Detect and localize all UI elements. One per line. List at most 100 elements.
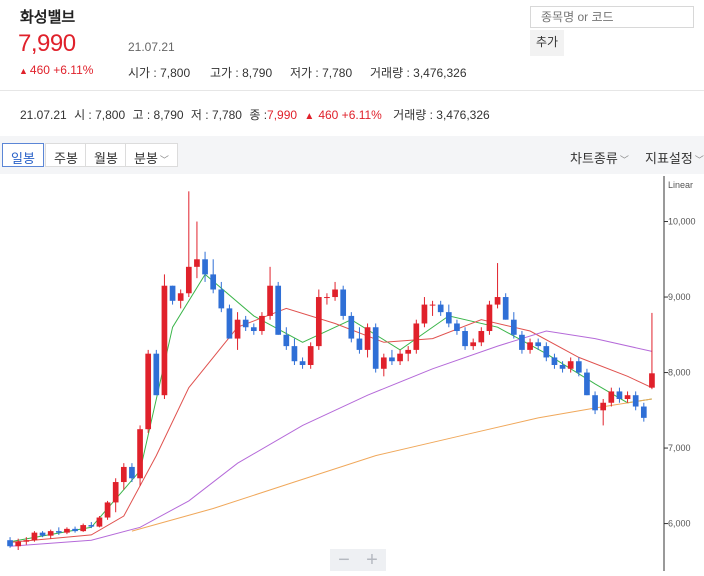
candlestick-chart-svg[interactable]: Linear 10,000 9,000 8,000 7,000 6,000 xyxy=(0,176,704,571)
current-price: 7,990 xyxy=(18,30,76,57)
candle-body xyxy=(307,346,314,365)
moving-average-line xyxy=(10,307,653,543)
candle-body xyxy=(429,304,436,306)
candle-body xyxy=(283,334,290,347)
y-axis-scale-label: Linear xyxy=(668,180,693,190)
candle-body xyxy=(445,312,452,324)
candle-body xyxy=(364,327,371,350)
candle-body xyxy=(104,502,111,518)
candle-body xyxy=(194,259,200,267)
candle-body xyxy=(96,517,103,527)
chevron-down-icon: ﹀ xyxy=(694,155,704,165)
candle-body xyxy=(234,319,241,339)
price-chart[interactable]: Linear 10,000 9,000 8,000 7,000 6,000 xyxy=(0,176,704,571)
search-input[interactable] xyxy=(530,6,694,28)
tab-monthly[interactable]: 월봉 xyxy=(85,143,127,167)
stat-high: 고가 : 8,790 xyxy=(210,66,273,80)
candle-body xyxy=(494,297,501,305)
candle-body xyxy=(72,528,78,532)
candle-body xyxy=(129,466,135,479)
candle-body xyxy=(640,406,647,418)
candle-body xyxy=(161,285,168,396)
candle-body xyxy=(462,331,468,347)
candle-body xyxy=(39,532,46,536)
candle-body xyxy=(502,297,509,320)
candle-body xyxy=(226,308,233,339)
tab-minute[interactable]: 분봉 ﹀ xyxy=(125,143,178,167)
candle-body xyxy=(137,429,143,479)
candle-body xyxy=(510,319,517,335)
candle-body xyxy=(315,297,322,347)
candle-body xyxy=(405,349,412,354)
moving-average-line xyxy=(10,330,653,547)
zoom-controls: − + xyxy=(330,549,386,571)
candle-body xyxy=(551,357,558,365)
zoom-out-button[interactable]: − xyxy=(338,549,350,571)
y-tick-label: 9,000 xyxy=(668,292,691,302)
stat-low: 저가 : 7,780 xyxy=(290,66,353,80)
moving-average-line xyxy=(131,398,652,532)
candle-body xyxy=(649,373,655,388)
candle-body xyxy=(421,304,428,324)
tab-daily[interactable]: 일봉 xyxy=(2,143,44,167)
candle-body xyxy=(535,342,542,347)
y-tick-label: 10,000 xyxy=(668,217,696,227)
candle-body xyxy=(64,528,70,533)
candle-body xyxy=(592,395,598,411)
candle-body xyxy=(454,323,460,332)
quote-date: 21.07.21 xyxy=(128,40,175,54)
candle-body xyxy=(624,395,631,399)
candle-body xyxy=(55,531,62,533)
candle-body xyxy=(389,357,395,362)
candle-body xyxy=(616,391,623,399)
moving-average-line xyxy=(10,273,652,543)
candle-body xyxy=(575,361,582,373)
candle-body xyxy=(15,541,22,547)
candle-body xyxy=(259,315,265,332)
candle-body xyxy=(291,346,298,362)
candle-body xyxy=(145,353,152,430)
candle-body xyxy=(202,259,208,275)
candle-body xyxy=(267,285,273,316)
y-tick-label: 8,000 xyxy=(668,368,691,378)
candle-body xyxy=(47,531,54,536)
add-button[interactable]: 추가 xyxy=(530,30,565,56)
candle-body xyxy=(299,361,306,365)
candle-body xyxy=(31,532,38,541)
candle-body xyxy=(340,289,347,316)
candle-body xyxy=(543,346,550,358)
tab-weekly[interactable]: 주봉 xyxy=(45,143,87,167)
candle-body xyxy=(478,331,485,343)
candle-body xyxy=(23,540,30,542)
price-change-value: 460 +6.11% xyxy=(29,63,94,77)
chevron-down-icon: ﹀ xyxy=(159,155,169,165)
candle-body xyxy=(567,361,574,369)
chart-type-dropdown[interactable]: 차트종류 ﹀ xyxy=(570,151,629,166)
candle-body xyxy=(332,289,338,298)
candle-body xyxy=(218,289,225,309)
candle-body xyxy=(185,266,192,294)
candle-body xyxy=(348,315,355,339)
candle-body xyxy=(372,327,379,369)
indicator-settings-dropdown[interactable]: 지표설정 ﹀ xyxy=(645,151,704,166)
candle-body xyxy=(632,395,639,407)
candle-body xyxy=(120,466,127,483)
chevron-down-icon: ﹀ xyxy=(619,155,629,165)
y-tick-label: 7,000 xyxy=(668,443,691,453)
candle-body xyxy=(177,293,184,301)
candle-body xyxy=(275,285,282,335)
stat-open: 시가 : 7,800 xyxy=(128,66,191,80)
candle-body xyxy=(519,334,525,350)
candle-body xyxy=(324,297,330,299)
up-triangle-icon: ▲ xyxy=(19,66,28,76)
candle-body xyxy=(486,304,493,332)
candle-body xyxy=(397,353,403,362)
candle-body xyxy=(437,304,444,313)
candle-body xyxy=(559,365,566,369)
candle-body xyxy=(169,285,176,301)
candle-body xyxy=(608,391,615,403)
candle-body xyxy=(584,372,590,396)
candle-body xyxy=(242,319,249,328)
ohlc-summary: 21.07.21 시 : 7,800 고 : 8,790 저 : 7,780 종… xyxy=(20,108,490,122)
zoom-in-button[interactable]: + xyxy=(366,549,378,571)
